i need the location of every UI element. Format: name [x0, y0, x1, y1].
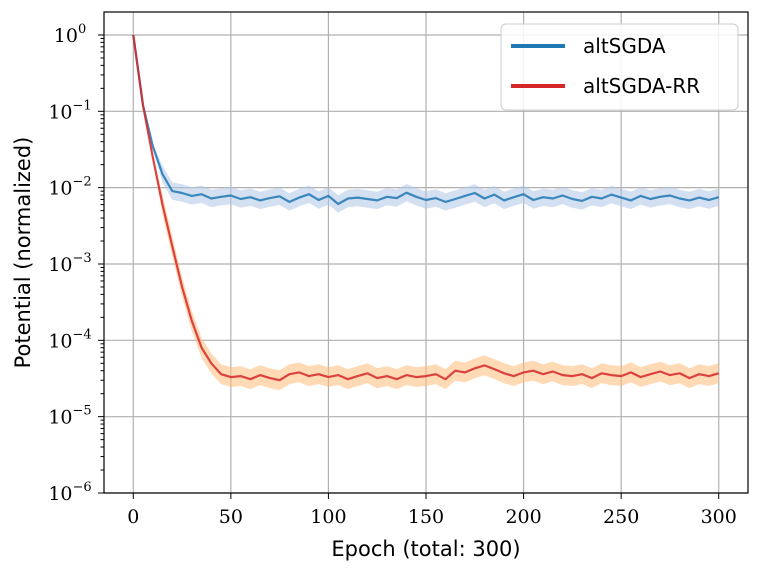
- x-axis-label: Epoch (total: 300): [331, 537, 520, 561]
- x-tick-label: 50: [219, 506, 243, 528]
- y-tick-label: 100: [54, 22, 86, 47]
- series-lines: [132, 34, 720, 382]
- x-tick-label: 200: [505, 506, 541, 528]
- legend-entry-label: altSGDA: [583, 34, 666, 58]
- y-tick-label: 10−2: [48, 175, 91, 200]
- y-tick-label: 10−1: [48, 98, 91, 123]
- y-tick-label: 10−4: [48, 327, 91, 352]
- x-axis: 0 50 100 150 200 250 300: [127, 493, 737, 528]
- y-axis-label: Potential (normalized): [11, 137, 35, 369]
- confidence-bands: [133, 32, 719, 391]
- series-band: [133, 33, 719, 213]
- x-tick-label: 300: [701, 506, 737, 528]
- x-tick-label: 0: [127, 506, 139, 528]
- series-line: [132, 34, 720, 206]
- y-tick-label: 10−6: [48, 480, 91, 505]
- x-tick-label: 250: [603, 506, 639, 528]
- y-tick-label: 10−3: [48, 251, 91, 276]
- legend: altSGDA altSGDA-RR: [500, 23, 739, 111]
- legend-entry-label: altSGDA-RR: [583, 74, 700, 98]
- x-tick-label: 150: [408, 506, 444, 528]
- y-tick-label: 10−5: [48, 404, 91, 429]
- y-axis: 100 10−1 10−2 10−3 10−4 10−5 10−6: [48, 22, 104, 505]
- series-line: [132, 34, 720, 382]
- x-tick-label: 100: [310, 506, 346, 528]
